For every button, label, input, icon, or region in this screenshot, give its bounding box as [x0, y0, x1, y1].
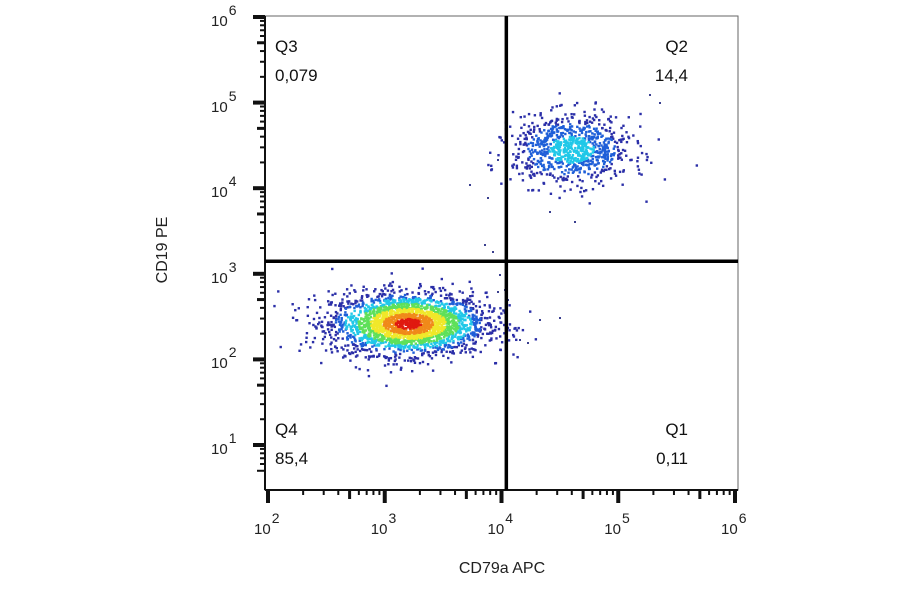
quadrant-q3-name: Q3: [275, 37, 298, 56]
x-tick-label: 102: [254, 510, 280, 538]
y-tick-label: 103: [211, 258, 237, 287]
y-tick-label: 106: [211, 2, 237, 30]
y-tick-label: 102: [211, 344, 237, 373]
x-axis-label: CD79a APC: [458, 560, 546, 577]
quadrant-q4-value: 85,4: [275, 449, 309, 468]
quadrant-q2-name: Q2: [665, 37, 688, 56]
axis-ticks: [253, 15, 737, 503]
quadrant-q4-name: Q4: [275, 420, 298, 439]
plot-frame: [264, 15, 739, 491]
y-tick-label: 104: [211, 173, 237, 202]
y-tick-label: 101: [211, 430, 237, 458]
quadrant-q2-value: 14,4: [654, 66, 688, 85]
quadrant-q3-value: 0,079: [275, 66, 318, 85]
y-axis-label: CD19 PE: [154, 216, 171, 284]
y-tick-label: 105: [211, 87, 237, 116]
x-tick-label: 105: [604, 510, 630, 538]
event-dots: [273, 92, 699, 388]
quadrant-gates: [265, 16, 738, 490]
x-tick-label: 103: [370, 510, 397, 538]
x-tick-label: 104: [487, 510, 513, 538]
quadrant-q1-name: Q1: [665, 420, 688, 439]
x-tick-label: 106: [721, 510, 747, 538]
quadrant-q1-value: 0,11: [656, 449, 688, 468]
